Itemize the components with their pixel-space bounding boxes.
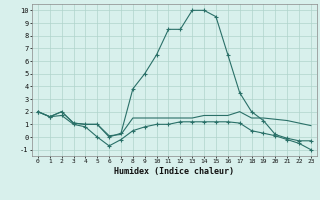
X-axis label: Humidex (Indice chaleur): Humidex (Indice chaleur) [115, 167, 234, 176]
